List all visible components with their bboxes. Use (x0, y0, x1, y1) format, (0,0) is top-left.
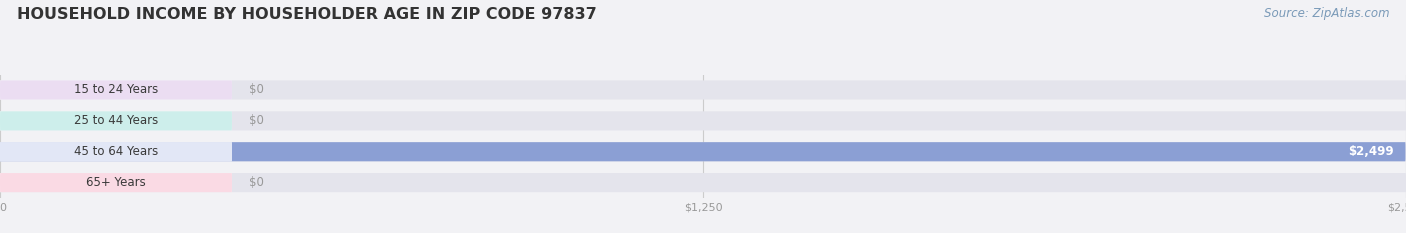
FancyBboxPatch shape (0, 80, 1406, 99)
FancyBboxPatch shape (0, 80, 232, 99)
Text: 65+ Years: 65+ Years (86, 176, 146, 189)
Text: 25 to 44 Years: 25 to 44 Years (75, 114, 157, 127)
Text: $0: $0 (249, 114, 264, 127)
Text: 45 to 64 Years: 45 to 64 Years (75, 145, 157, 158)
FancyBboxPatch shape (0, 173, 1406, 192)
FancyBboxPatch shape (0, 142, 1406, 161)
Text: $0: $0 (249, 176, 264, 189)
Text: Source: ZipAtlas.com: Source: ZipAtlas.com (1264, 7, 1389, 20)
FancyBboxPatch shape (0, 111, 1406, 130)
FancyBboxPatch shape (0, 111, 232, 130)
Text: $0: $0 (249, 83, 264, 96)
FancyBboxPatch shape (0, 142, 232, 161)
FancyBboxPatch shape (0, 142, 232, 161)
Text: HOUSEHOLD INCOME BY HOUSEHOLDER AGE IN ZIP CODE 97837: HOUSEHOLD INCOME BY HOUSEHOLDER AGE IN Z… (17, 7, 596, 22)
FancyBboxPatch shape (0, 173, 232, 192)
FancyBboxPatch shape (0, 173, 232, 192)
FancyBboxPatch shape (0, 80, 232, 99)
FancyBboxPatch shape (0, 142, 1406, 161)
Text: $2,499: $2,499 (1348, 145, 1395, 158)
FancyBboxPatch shape (0, 111, 232, 130)
Text: 15 to 24 Years: 15 to 24 Years (75, 83, 157, 96)
